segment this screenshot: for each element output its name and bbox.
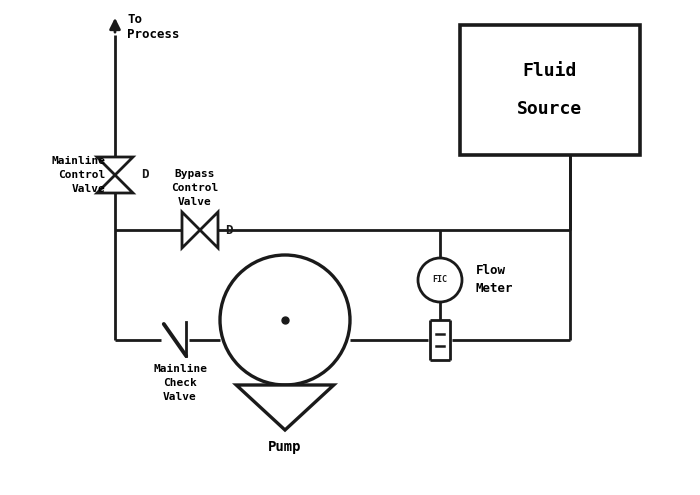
- Text: Flow
Meter: Flow Meter: [476, 264, 514, 296]
- Text: D: D: [141, 168, 148, 182]
- Polygon shape: [237, 385, 334, 430]
- Circle shape: [418, 258, 462, 302]
- Text: Fluid: Fluid: [523, 61, 578, 80]
- Text: Mainline
Check
Valve: Mainline Check Valve: [153, 364, 207, 402]
- Polygon shape: [182, 212, 200, 248]
- Text: Source: Source: [517, 100, 582, 118]
- Text: To
Process: To Process: [127, 13, 179, 41]
- Text: D: D: [225, 224, 232, 237]
- Text: FIC: FIC: [433, 276, 447, 285]
- Bar: [460, 25, 640, 155]
- Polygon shape: [97, 157, 133, 175]
- Text: Pump: Pump: [268, 440, 302, 454]
- Text: Bypass
Control
Valve: Bypass Control Valve: [172, 169, 218, 207]
- Polygon shape: [97, 175, 133, 193]
- Circle shape: [220, 255, 350, 385]
- Text: Mainline
Control
Valve: Mainline Control Valve: [51, 156, 105, 194]
- Polygon shape: [200, 212, 218, 248]
